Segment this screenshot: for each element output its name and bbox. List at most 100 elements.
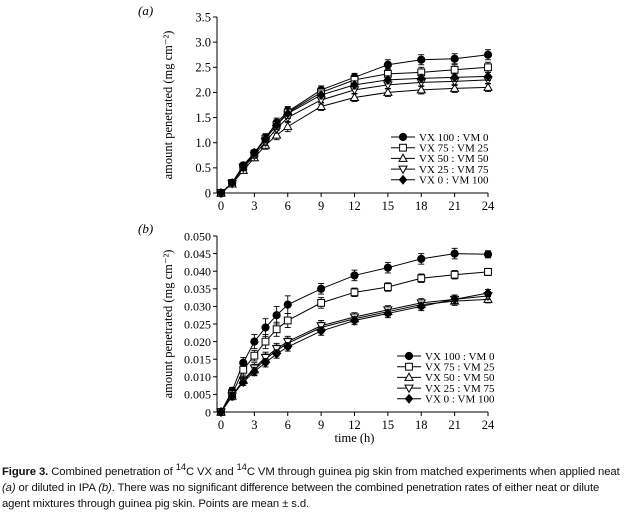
data-point — [261, 337, 270, 346]
legend-label: VX 100 : VM 0 — [419, 132, 489, 144]
data-point — [383, 60, 392, 69]
data-point — [383, 87, 393, 96]
data-point — [272, 325, 281, 334]
y-tick-label: 3.5 — [195, 10, 211, 24]
data-point — [383, 263, 392, 272]
legend-marker — [399, 143, 407, 152]
data-point — [272, 311, 281, 320]
data-point — [484, 63, 492, 72]
y-tick-label: 0 — [205, 405, 211, 419]
chart-panel-b: (b) amount penetrated (mg cm⁻²) 0 0.005 0.01… — [138, 221, 495, 445]
x-tick-label: 9 — [318, 199, 324, 213]
series-5 — [216, 71, 493, 198]
x-tick-label: 3 — [251, 199, 257, 213]
data-point — [350, 315, 359, 326]
figure-3: (a) amount penetrated (mg cm⁻²) 0 0.5 1.0 1.5… — [138, 3, 495, 445]
y-axis-title: amount penetrated (mg cm⁻²) — [161, 250, 175, 399]
data-point — [417, 274, 426, 283]
data-point — [316, 326, 326, 337]
data-point — [250, 147, 259, 158]
legend-marker — [398, 174, 408, 185]
data-point — [317, 284, 326, 293]
x-tick-label: 9 — [318, 418, 324, 432]
chart-panel-a: (a) amount penetrated (mg cm⁻²) 0 0.5 1.0 1.5… — [138, 3, 495, 213]
data-point — [261, 133, 270, 144]
y-tick-label: 1.0 — [195, 136, 211, 150]
data-point — [272, 348, 281, 359]
y-tick-label: 0.020 — [184, 335, 211, 349]
legend-marker — [398, 165, 408, 175]
legend-marker — [404, 351, 414, 361]
data-point — [283, 341, 293, 352]
data-point — [417, 254, 426, 263]
caption-sup-2: 14 — [236, 461, 247, 472]
caption-text-3: C VM through guinea pig skin from matche… — [246, 465, 620, 478]
legend-marker — [404, 372, 414, 381]
y-tick-label: 3.0 — [195, 35, 211, 49]
data-point — [450, 72, 459, 83]
caption-text-1: Combined penetration of — [48, 465, 176, 478]
x-tick-label: 6 — [285, 199, 291, 213]
legend-marker — [398, 132, 408, 142]
legend-marker — [404, 393, 414, 404]
data-point — [450, 65, 459, 74]
data-point — [450, 249, 459, 258]
data-point — [483, 71, 493, 82]
x-axis-title: time (h) — [335, 431, 375, 445]
data-point — [283, 316, 292, 325]
caption-text-2: C VX and — [185, 465, 237, 478]
data-point — [383, 308, 393, 319]
data-point — [238, 377, 248, 388]
legend-label: VX 25 : VM 75 — [419, 164, 489, 176]
caption-panel-b: (b) — [98, 481, 112, 494]
data-point — [238, 161, 248, 172]
y-axis-title: amount penetrated (mg cm⁻²) — [161, 31, 175, 180]
x-tick-label: 0 — [218, 418, 224, 432]
data-point — [350, 271, 359, 280]
panel-label: (b) — [138, 221, 153, 236]
x-tick-label: 21 — [448, 418, 461, 432]
data-point — [216, 407, 226, 417]
data-point — [383, 74, 393, 85]
x-tick-label: 3 — [251, 418, 257, 432]
caption-text-5: . There was no significant difference be… — [2, 481, 600, 510]
y-tick-label: 2.0 — [195, 86, 211, 100]
legend-marker — [398, 153, 408, 162]
caption-text-4: or diluted in IPA — [15, 481, 99, 494]
data-point — [450, 54, 459, 63]
data-point — [417, 55, 426, 64]
x-tick-label: 18 — [415, 418, 428, 432]
data-point — [261, 323, 270, 332]
y-tick-label: 0.030 — [184, 300, 211, 314]
data-point — [283, 108, 293, 119]
y-tick-label: 0.005 — [184, 388, 211, 402]
data-point — [449, 83, 460, 92]
data-point — [349, 92, 360, 101]
legend-label: VX 25 : VM 75 — [425, 383, 495, 395]
y-tick-label: 0.040 — [184, 265, 211, 279]
data-point — [216, 188, 226, 198]
data-point — [483, 288, 493, 298]
x-tick-label: 12 — [348, 199, 361, 213]
y-tick-label: 0.050 — [184, 229, 211, 243]
y-tick-label: 0.035 — [184, 282, 211, 296]
legend-label: VX 0 : VM 100 — [425, 394, 495, 406]
caption-label: Figure 3. — [2, 465, 49, 478]
y-tick-label: 0.025 — [184, 317, 211, 331]
y-tick-label: 0.010 — [184, 370, 211, 384]
data-point — [350, 79, 359, 90]
data-point — [282, 121, 293, 131]
x-tick-label: 18 — [415, 199, 428, 213]
data-point — [227, 177, 237, 188]
legend-label: VX 75 : VM 25 — [425, 362, 495, 374]
x-tick-label: 15 — [382, 418, 395, 432]
y-tick-label: 0 — [205, 186, 211, 200]
data-point — [283, 300, 292, 309]
legend-label: VX 50 : VM 50 — [425, 372, 495, 384]
y-tick-label: 2.5 — [195, 61, 211, 75]
series-5 — [216, 288, 493, 417]
figure-caption: Figure 3. Combined penetration of 14C VX… — [2, 459, 626, 512]
data-point — [261, 357, 270, 368]
data-point — [416, 84, 427, 94]
